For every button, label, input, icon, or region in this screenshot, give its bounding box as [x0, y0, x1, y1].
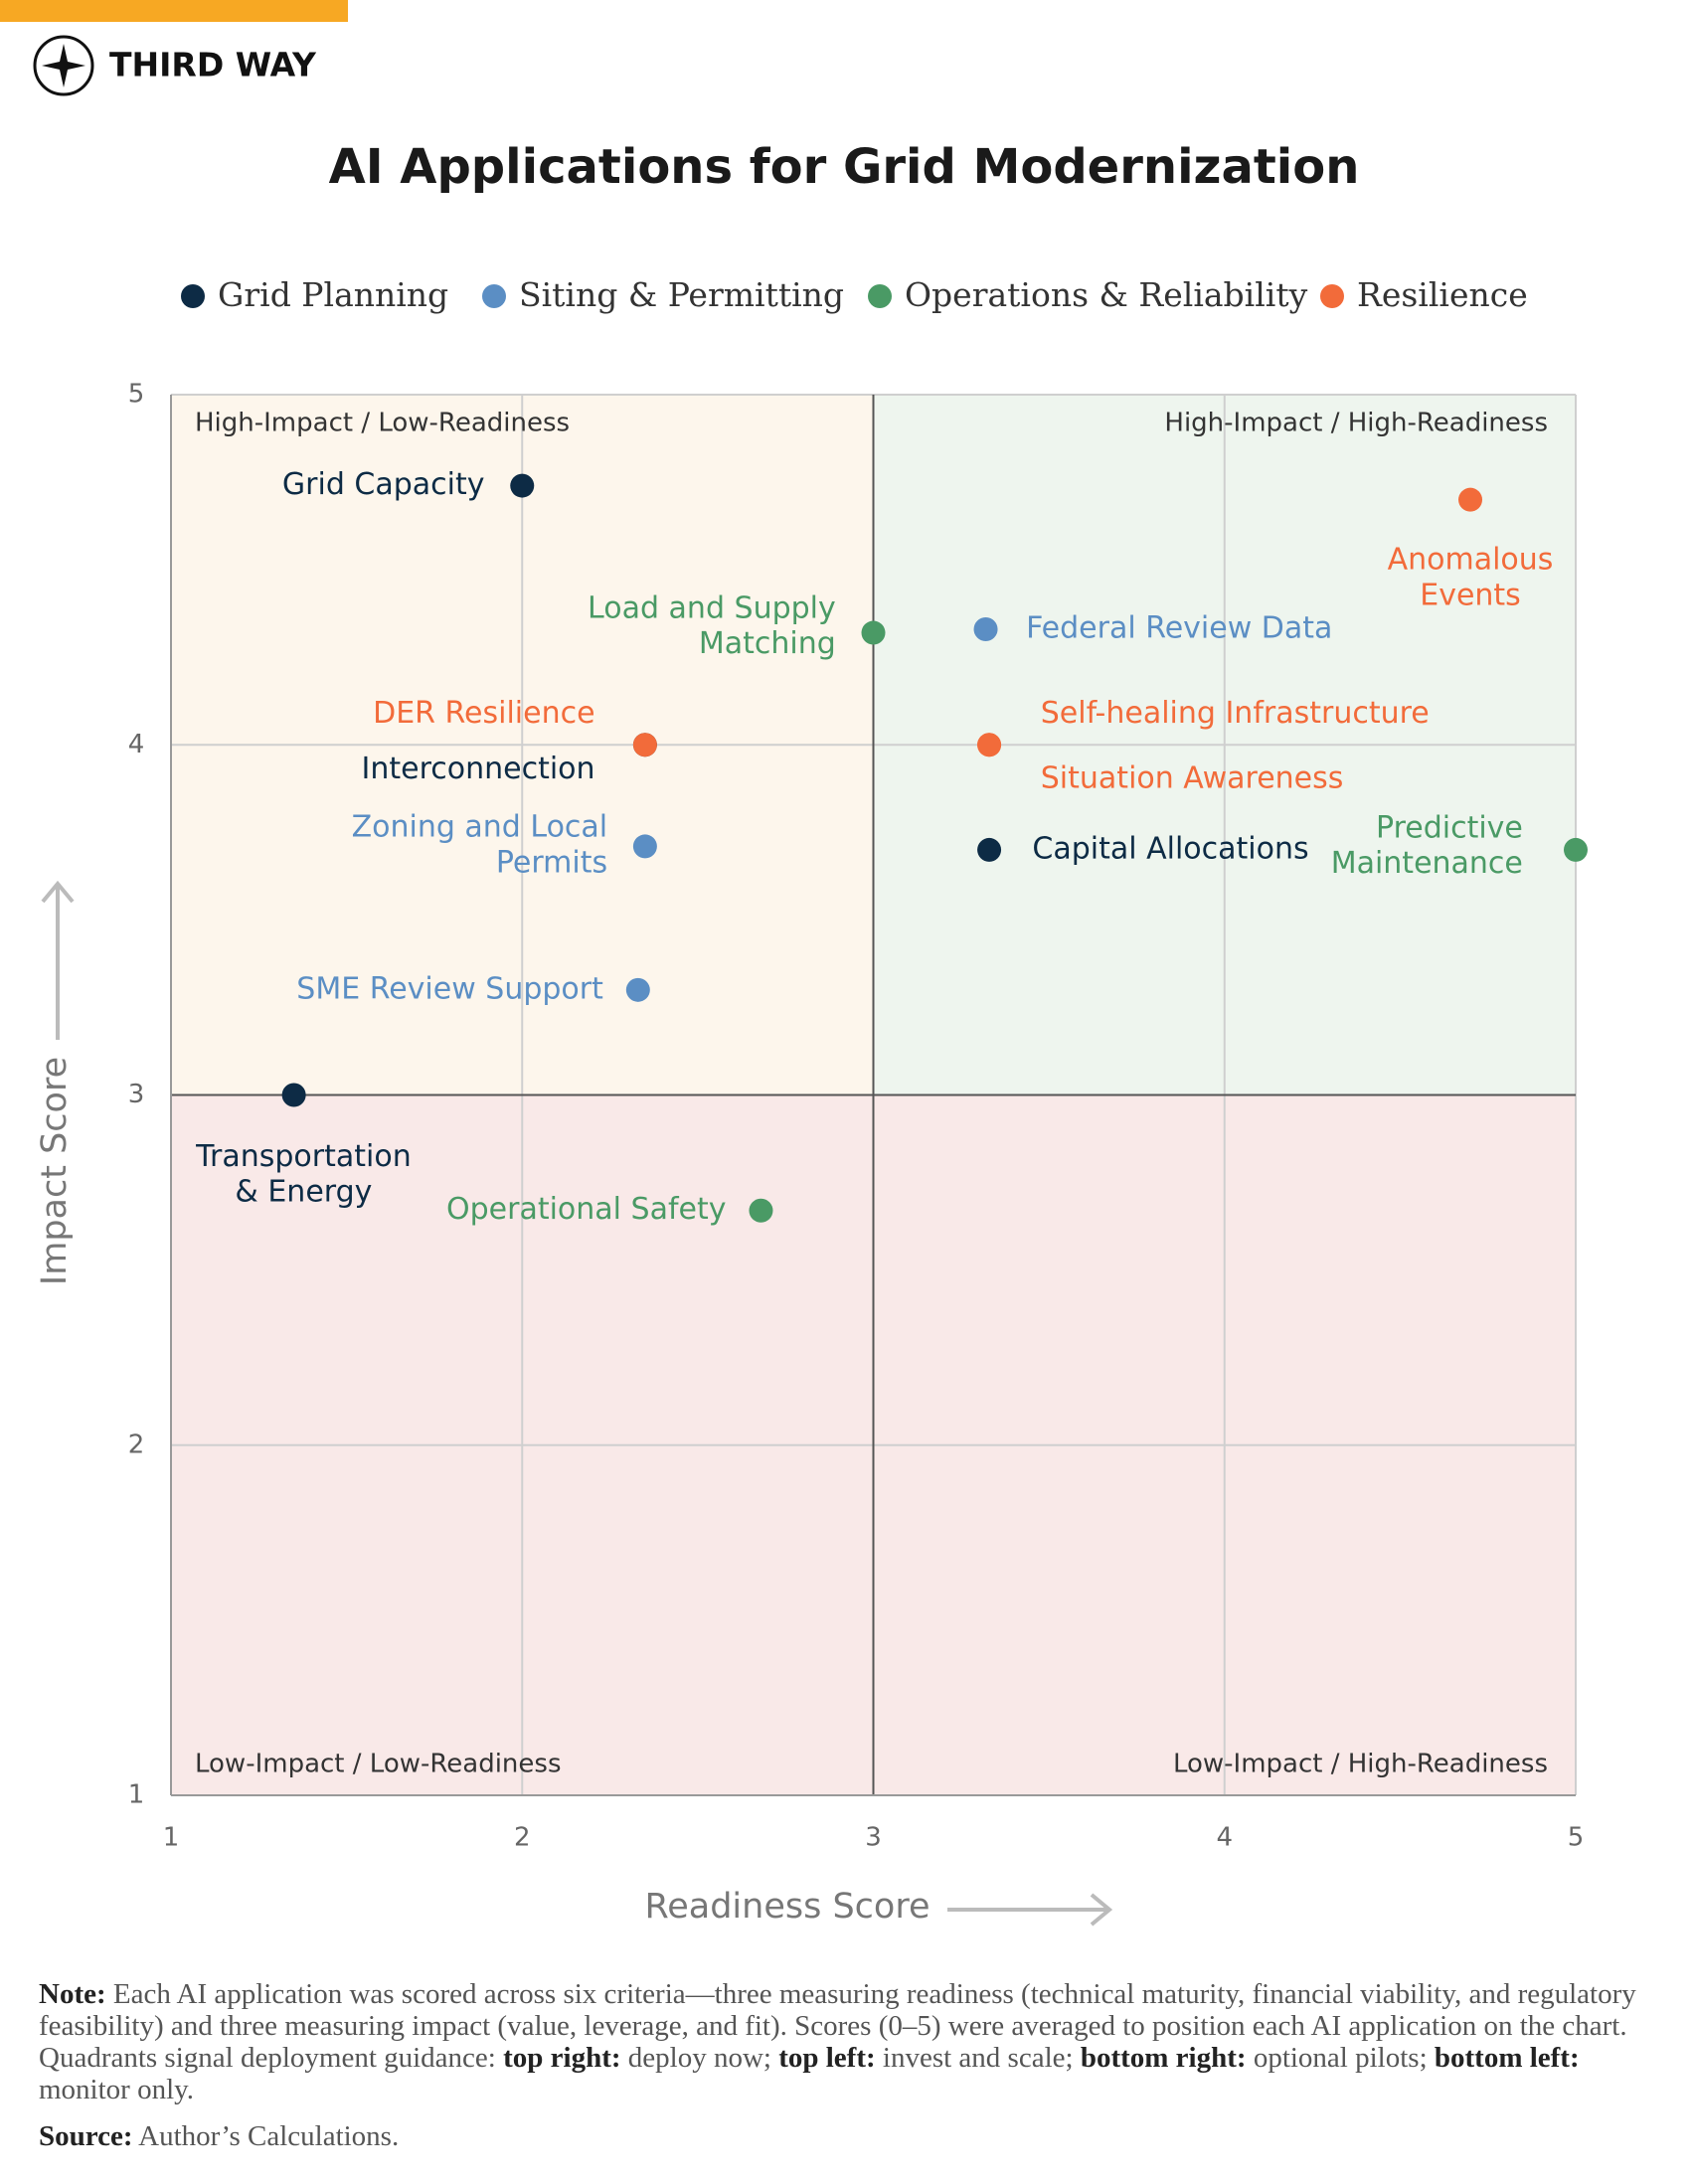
- note-text: monitor only.: [39, 2074, 195, 2105]
- data-point: [977, 733, 1002, 757]
- y-axis-label: Impact Score: [35, 1057, 75, 1285]
- point-label: Predictive: [1376, 810, 1523, 845]
- note-text: Each AI application was scored across si…: [39, 1978, 1636, 2074]
- chart: THIRD WAY AI Applications for Grid Moder…: [0, 0, 1588, 1927]
- x-tick-label: 5: [1568, 1823, 1585, 1853]
- data-point: [749, 1198, 773, 1223]
- y-tick-label: 2: [128, 1429, 145, 1459]
- point-label: Events: [1420, 578, 1521, 612]
- note-text: Author’s Calculations.: [132, 2120, 400, 2152]
- note-text: top right:: [503, 2042, 621, 2074]
- note-text: Note:: [39, 1978, 106, 2010]
- point-label: Interconnection: [362, 752, 595, 786]
- point-label: Grid Capacity: [282, 467, 485, 502]
- point-label: Self-healing Infrastructure: [1041, 696, 1430, 731]
- legend-marker: [482, 284, 506, 308]
- logo: [33, 35, 94, 96]
- point-label: & Energy: [235, 1175, 372, 1210]
- legend-label: Grid Planning: [218, 275, 448, 314]
- note-text: top left:: [778, 2042, 876, 2074]
- point-label: Federal Review Data: [1026, 611, 1332, 646]
- point-label: Load and Supply: [588, 590, 836, 625]
- legend-label: Operations & Reliability: [905, 275, 1308, 314]
- y-tick-label: 1: [128, 1780, 145, 1810]
- y-tick-label: 3: [128, 1080, 145, 1109]
- legend-marker: [181, 284, 205, 308]
- data-point: [973, 617, 998, 642]
- data-point: [861, 620, 886, 645]
- source: Source: Author’s Calculations.: [39, 2120, 1659, 2152]
- point-label: Maintenance: [1331, 846, 1523, 881]
- note-text: invest and scale;: [875, 2042, 1081, 2074]
- y-tick-label: 5: [128, 380, 145, 410]
- point-label: Zoning and Local: [352, 810, 608, 845]
- quadrant-label: High-Impact / Low-Readiness: [195, 409, 570, 438]
- y-tick-label: 4: [128, 730, 145, 759]
- data-point: [632, 733, 657, 757]
- quadrant-label: High-Impact / High-Readiness: [1164, 409, 1548, 438]
- note-text: Source:: [39, 2120, 133, 2152]
- chart-title: AI Applications for Grid Modernization: [329, 139, 1360, 195]
- quadrant-label: Low-Impact / High-Readiness: [1173, 1750, 1548, 1779]
- note-text: optional pilots;: [1246, 2042, 1435, 2074]
- quadrant-label: Low-Impact / Low-Readiness: [195, 1750, 562, 1779]
- data-point: [1458, 487, 1483, 512]
- axis-arrow: [41, 880, 75, 1040]
- point-label: Permits: [496, 845, 607, 880]
- legend-marker: [1320, 284, 1344, 308]
- data-point: [625, 977, 650, 1002]
- legend-label: Siting & Permitting: [519, 275, 844, 314]
- x-tick-label: 4: [1216, 1823, 1233, 1853]
- point-label: Transportation: [195, 1139, 412, 1174]
- x-axis-label: Readiness Score: [644, 1887, 930, 1927]
- data-point: [510, 473, 535, 498]
- point-label: Capital Allocations: [1032, 831, 1308, 866]
- x-tick-label: 2: [514, 1823, 531, 1853]
- brand-name: THIRD WAY: [109, 46, 317, 84]
- axis-arrow: [947, 1893, 1113, 1927]
- note-text: deploy now;: [620, 2042, 779, 2074]
- point-label: Operational Safety: [446, 1192, 727, 1227]
- point-label: DER Resilience: [373, 696, 594, 731]
- legend-label: Resilience: [1357, 275, 1528, 314]
- note: Note: Each AI application was scored acr…: [39, 1978, 1659, 2105]
- data-point: [281, 1083, 306, 1107]
- data-point: [632, 834, 657, 859]
- point-label: Situation Awareness: [1041, 761, 1344, 796]
- data-point: [977, 837, 1002, 862]
- note-text: bottom left:: [1434, 2042, 1580, 2074]
- data-point: [1564, 837, 1588, 862]
- point-label: SME Review Support: [296, 971, 603, 1006]
- x-tick-label: 1: [163, 1823, 180, 1853]
- legend-marker: [868, 284, 892, 308]
- x-tick-label: 3: [865, 1823, 882, 1853]
- note-text: bottom right:: [1080, 2042, 1247, 2074]
- point-label: Anomalous: [1388, 543, 1554, 578]
- point-label: Matching: [699, 626, 836, 661]
- brand-bar: [0, 0, 348, 22]
